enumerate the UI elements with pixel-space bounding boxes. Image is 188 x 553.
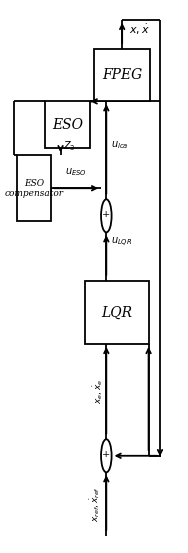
Text: ESO: ESO (52, 118, 83, 132)
Text: ESO
compensator: ESO compensator (5, 179, 64, 198)
Bar (85, 280, 149, 344)
Text: $u_{lca}$: $u_{lca}$ (111, 139, 128, 151)
Text: $x_{ref},\dot{x}_{ref}$: $x_{ref},\dot{x}_{ref}$ (88, 486, 102, 522)
Bar (45, 101, 90, 148)
Text: +: + (102, 210, 110, 219)
Text: +: + (102, 450, 110, 459)
Text: FPEG: FPEG (102, 68, 142, 82)
Text: $Z_3$: $Z_3$ (63, 139, 76, 153)
Circle shape (101, 199, 112, 232)
Text: $u_{LQR}$: $u_{LQR}$ (111, 236, 132, 249)
Text: LQR: LQR (101, 305, 133, 319)
Circle shape (101, 439, 112, 472)
Text: $x_e,\dot{x}_e$: $x_e,\dot{x}_e$ (92, 379, 105, 404)
Text: $x,\dot{x}$: $x,\dot{x}$ (129, 23, 150, 37)
Text: $u_{ESO}$: $u_{ESO}$ (65, 166, 87, 178)
Bar (94, 49, 150, 101)
Bar (17, 155, 51, 221)
